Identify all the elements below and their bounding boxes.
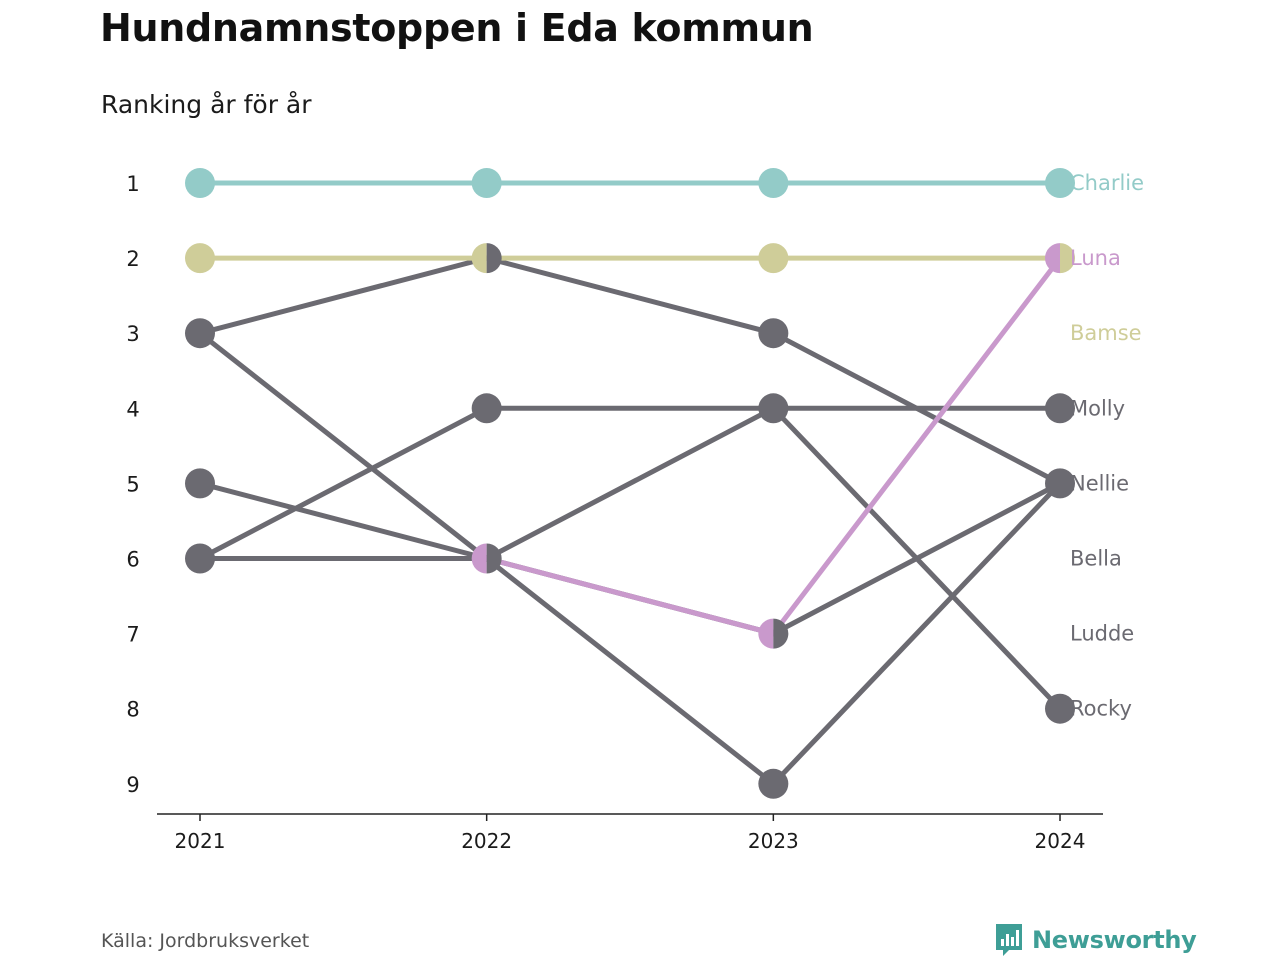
- y-axis-labels: 1 2 3 4 5 6 7 8 9: [126, 172, 139, 797]
- point-2021-rank-3: [185, 318, 215, 349]
- series-line-nellie: [484, 255, 776, 336]
- end-label-bamse: Bamse: [1070, 321, 1142, 345]
- series-line-bella: [484, 405, 776, 561]
- source-note: Källa: Jordbruksverket: [101, 930, 310, 952]
- end-label-rocky: Rocky: [1070, 697, 1132, 721]
- y-tick-label: 7: [126, 623, 139, 647]
- end-label-nellie: Nellie: [1070, 471, 1129, 495]
- x-tick-label: 2024: [1035, 829, 1086, 853]
- point-2022-rank-2-right-half: [486, 243, 502, 274]
- y-tick-label: 5: [126, 472, 139, 496]
- point-2021-rank-1: [185, 168, 215, 198]
- point-2022-rank-4: [471, 393, 502, 424]
- point-2024-rank-2-right-half: [1060, 243, 1076, 274]
- point-2024-rank-1: [1045, 168, 1076, 198]
- brand-name: Newsworthy: [1032, 926, 1197, 954]
- point-2023-rank-7-left-half: [758, 618, 774, 649]
- series-line-luna: [484, 556, 776, 637]
- point-2023-rank-2: [758, 243, 789, 274]
- point-2022-rank-6-right-half: [486, 543, 502, 574]
- series-dots: [185, 168, 1076, 799]
- point-2021-rank-5: [185, 468, 215, 499]
- end-label-charlie: Charlie: [1070, 171, 1144, 195]
- chart-title: Hundnamnstoppen i Eda kommun: [100, 6, 814, 50]
- point-2023-rank-3: [758, 318, 789, 349]
- end-labels: Charlie Luna Bamse Molly Nellie Bella Ludde Roc…: [1070, 171, 1144, 721]
- point-2024-rank-5: [1045, 468, 1076, 499]
- end-label-molly: Molly: [1070, 396, 1125, 420]
- point-2022-rank-2-left-half: [471, 243, 487, 274]
- point-2021-rank-2: [185, 243, 215, 274]
- y-tick-label: 2: [126, 247, 139, 271]
- point-2023-rank-4: [758, 393, 789, 424]
- point-2024-rank-4: [1045, 393, 1076, 424]
- series-lines: [197, 180, 1063, 787]
- y-tick-label: 8: [126, 698, 139, 722]
- point-2024-rank-8: [1045, 693, 1076, 724]
- series-line-luna: [770, 255, 1063, 637]
- x-tick-label: 2023: [748, 829, 799, 853]
- point-2023-rank-7-right-half: [773, 618, 789, 649]
- series-line-rocky: [770, 480, 1063, 637]
- series-line-ludde: [484, 556, 776, 787]
- point-2023-rank-1: [758, 168, 789, 198]
- series-line-ludde: [770, 480, 1063, 787]
- y-tick-label: 4: [126, 397, 139, 421]
- chart-subtitle: Ranking år för år: [101, 90, 312, 119]
- series-line-bella: [197, 480, 490, 561]
- series-line-molly: [197, 405, 490, 561]
- point-2023-rank-9: [758, 768, 789, 799]
- bump-chart: 1 2 3 4 5 6 7 8 9 2021 2022 2023 2024 Charlie Luna Ba…: [126, 168, 1144, 853]
- newsworthy-logo-icon: [996, 924, 1022, 956]
- point-2024-rank-2-left-half: [1045, 243, 1061, 274]
- point-2022-rank-6-left-half: [471, 543, 487, 574]
- series-line-nellie: [770, 330, 1063, 486]
- x-tick-label: 2021: [175, 829, 226, 853]
- y-tick-label: 6: [126, 548, 139, 572]
- y-tick-label: 3: [126, 322, 139, 346]
- y-tick-label: 9: [126, 773, 139, 797]
- x-axis-ticks: 2021 2022 2023 2024: [175, 814, 1086, 853]
- brand-logo: Newsworthy: [994, 922, 1197, 958]
- series-line-nellie: [197, 255, 490, 336]
- end-label-luna: Luna: [1070, 246, 1121, 270]
- series-line-rocky: [197, 330, 490, 561]
- y-tick-label: 1: [126, 172, 139, 196]
- point-2022-rank-1: [471, 168, 502, 198]
- end-label-bella: Bella: [1070, 547, 1122, 571]
- point-2021-rank-6: [185, 543, 215, 574]
- end-label-ludde: Ludde: [1070, 622, 1134, 646]
- x-tick-label: 2022: [461, 829, 512, 853]
